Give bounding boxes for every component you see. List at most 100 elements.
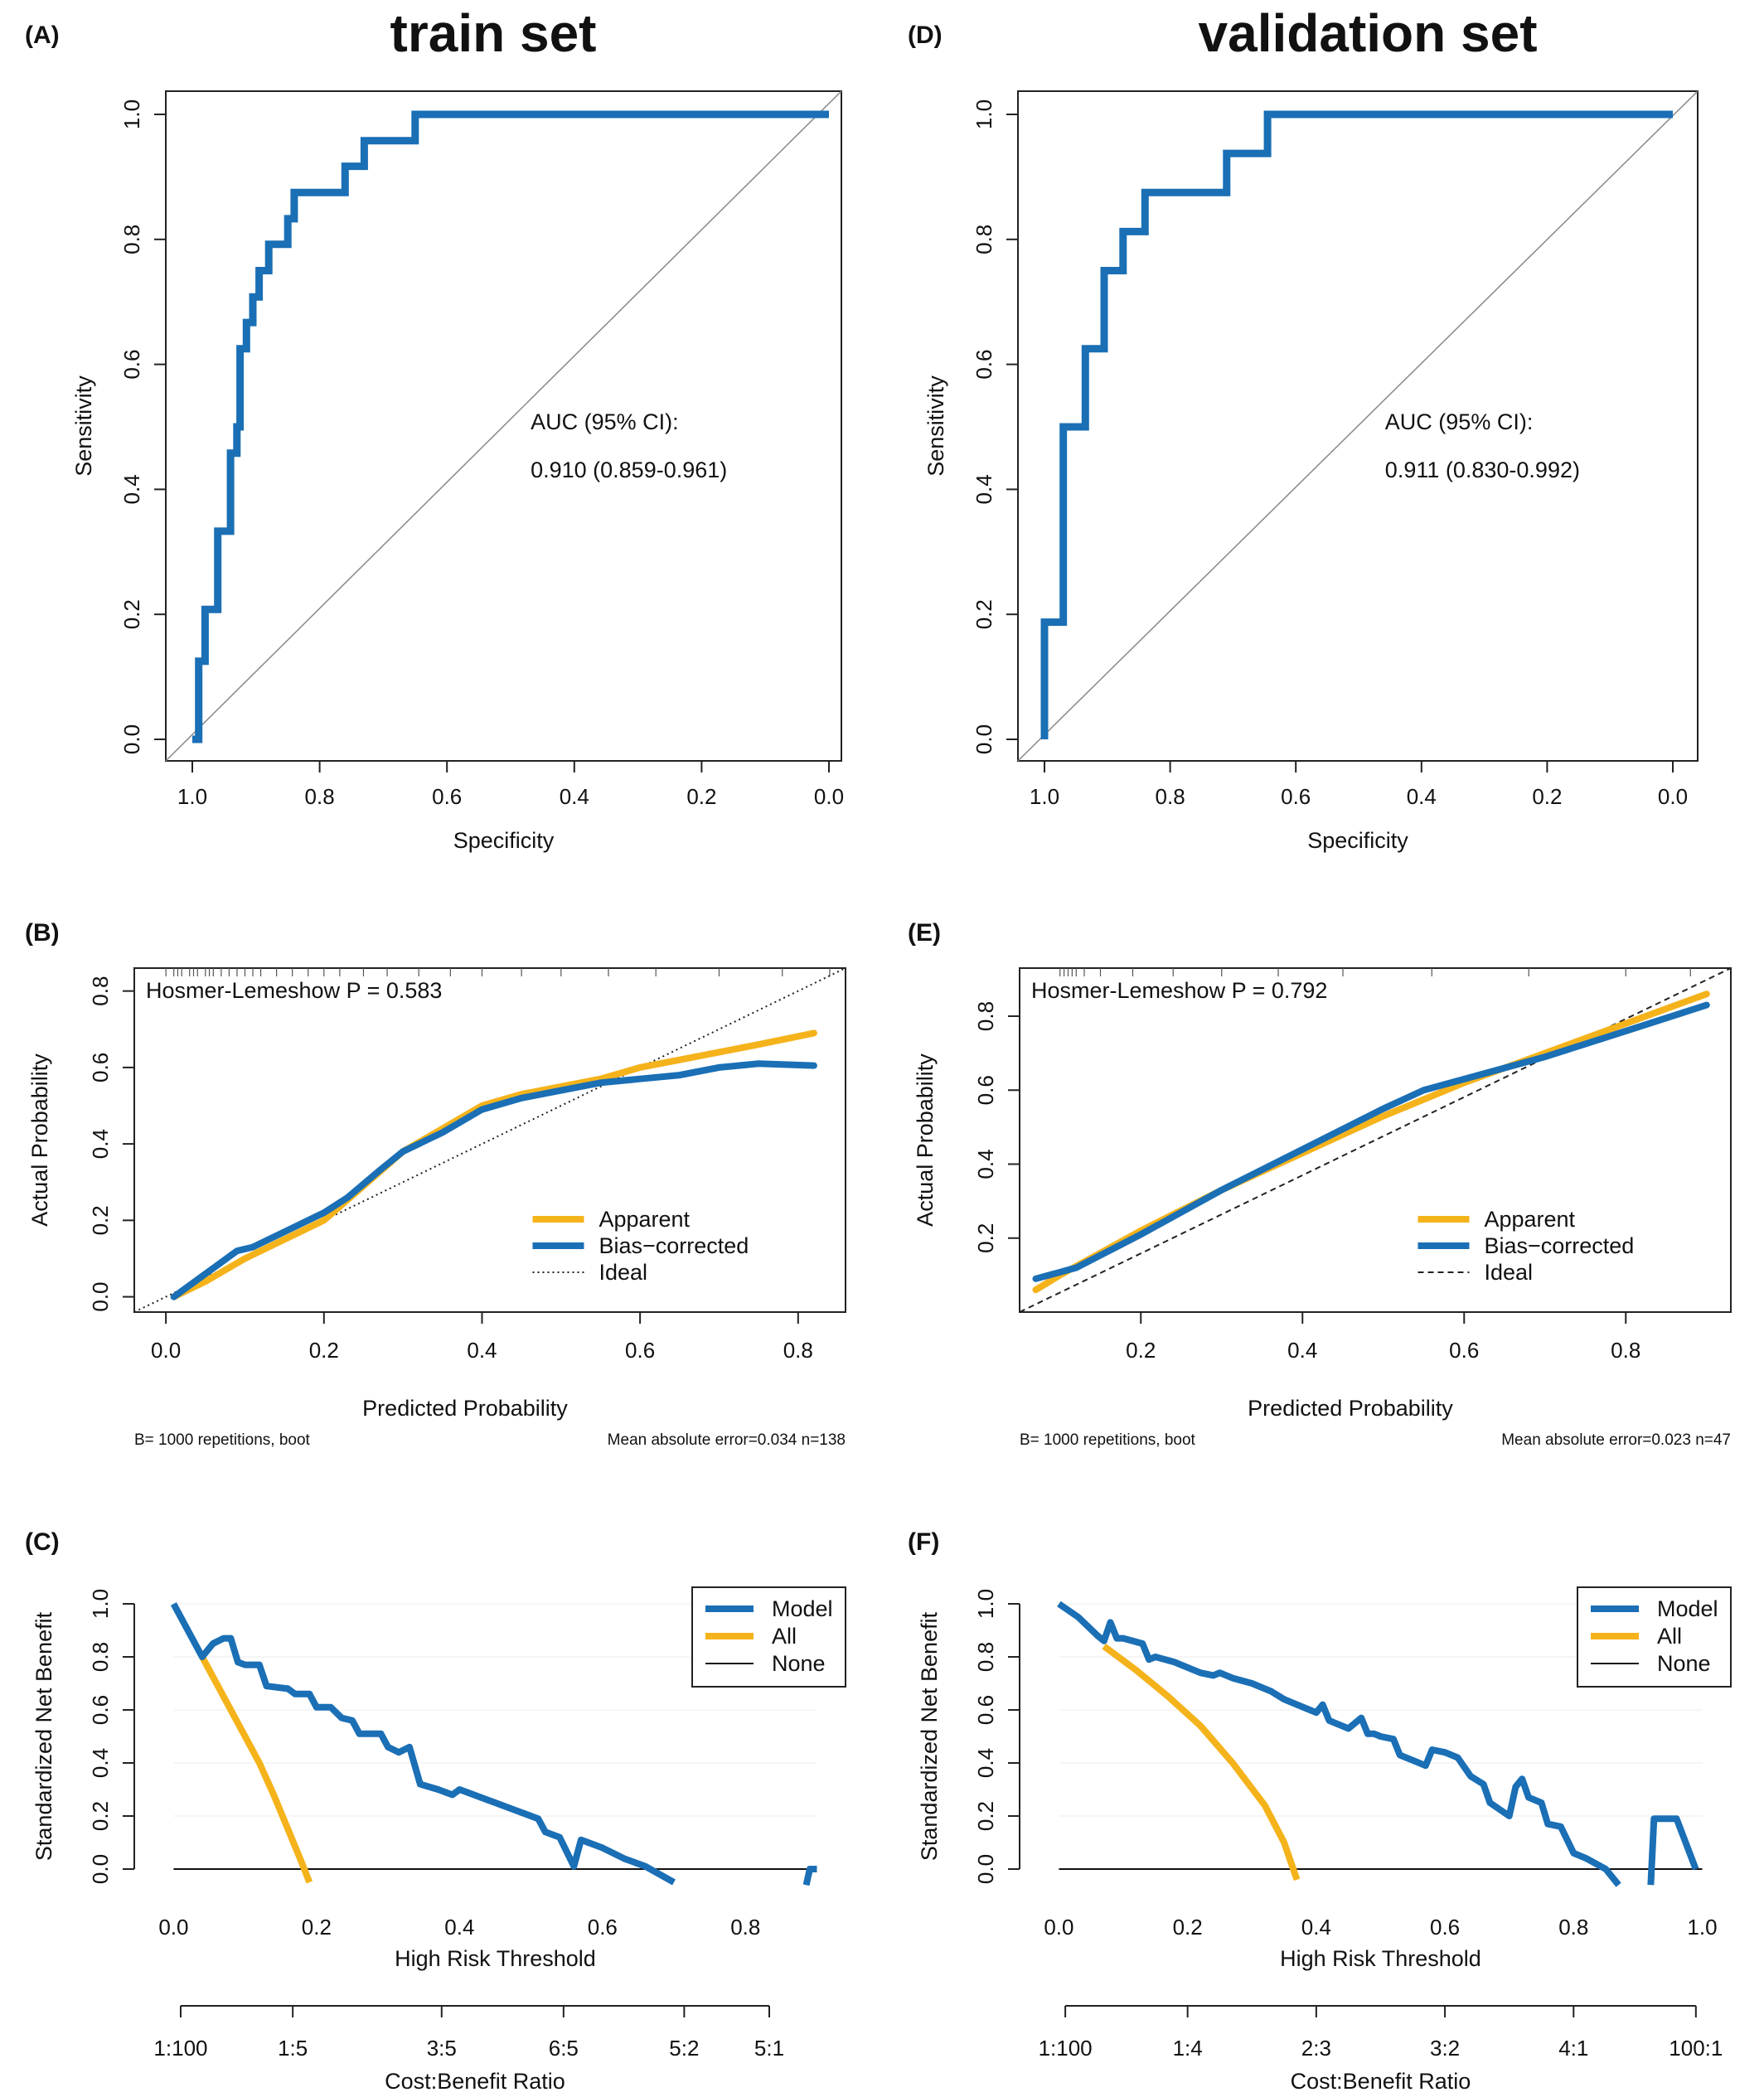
footnote-mean-error: Mean absolute error=0.034 n=138 [608, 1431, 846, 1449]
x-tick-label: 0.8 [783, 1338, 813, 1363]
roc-chart-validation: 1.0 0.8 0.6 0.4 0.2 0.0 0.0 0.2 0.4 0.6 0.8 1.0 Spec… [923, 90, 1699, 853]
y-tick-label: 0.0 [119, 724, 144, 754]
legend-label: Ideal [598, 1260, 647, 1285]
y-tick-label: 0.2 [972, 599, 996, 629]
cost-benefit-tick-label: 5:2 [669, 2036, 699, 2061]
y-tick-label: 0.6 [973, 1075, 998, 1105]
legend-box [691, 1586, 846, 1688]
x-tick-label: 0.8 [305, 784, 335, 809]
y-tick-label: 0.4 [88, 1129, 113, 1159]
y-tick-label: 0.6 [88, 1695, 113, 1725]
cost-benefit-tick-label: 1:100 [153, 2036, 207, 2061]
plot-frame [165, 90, 842, 762]
reference-diagonal [165, 90, 842, 762]
legend-label: Model [1657, 1596, 1718, 1621]
y-tick-label: 0.6 [119, 350, 144, 380]
legend-label: Bias−corrected [598, 1233, 749, 1258]
cost-benefit-tick-label: 1:4 [1173, 2036, 1203, 2061]
panel-letter-b: (B) [25, 919, 60, 947]
y-tick-label: 1.0 [88, 1589, 113, 1619]
y-axis-title: Sensitivity [923, 375, 948, 477]
model-curve [802, 1866, 817, 1886]
y-tick-label: 0.6 [973, 1695, 998, 1725]
x-tick-label: 0.4 [1407, 784, 1437, 809]
auc-value: 0.910 (0.859-0.961) [531, 458, 727, 482]
ideal-line [1019, 967, 1732, 1313]
y-tick-label: 0.4 [119, 474, 144, 504]
legend-label: All [1657, 1624, 1682, 1649]
y-axis-title: Actual Probability [913, 1053, 938, 1227]
x-axis-title: Specificity [453, 828, 555, 853]
y-tick-label: 0.8 [973, 1642, 998, 1672]
cost-benefit-tick-label: 1:5 [278, 2036, 308, 2061]
y-tick-label: 0.0 [88, 1281, 113, 1311]
legend-label: Apparent [1484, 1207, 1575, 1232]
y-tick-label: 0.6 [972, 350, 996, 380]
y-tick-label: 1.0 [119, 99, 144, 129]
panel-letter-e: (E) [908, 919, 941, 947]
y-tick-label: 0.4 [973, 1149, 998, 1179]
y-tick-label: 0.2 [88, 1205, 113, 1235]
reference-diagonal [1017, 90, 1699, 762]
x-axis-title: High Risk Threshold [1280, 1946, 1481, 1971]
x-tick-label: 0.8 [1558, 1915, 1588, 1940]
auc-label: AUC (95% CI): [1385, 409, 1534, 434]
x-tick-label: 0.6 [1449, 1338, 1479, 1363]
panel-letter-d: (D) [908, 22, 943, 49]
cost-benefit-tick-label: 6:5 [549, 2036, 579, 2061]
x-tick-label: 0.2 [309, 1338, 339, 1363]
auc-label: AUC (95% CI): [531, 409, 679, 434]
y-axis-title: Actual Probability [27, 1053, 52, 1227]
x-tick-label: 0.8 [1156, 784, 1185, 809]
apparent-curve [170, 1029, 817, 1300]
y-tick-label: 0.8 [88, 1642, 113, 1672]
title-train-set: train set [390, 3, 597, 63]
y-tick-label: 0.2 [973, 1801, 998, 1831]
x-tick-label: 0.2 [1126, 1338, 1156, 1363]
model-curve [1647, 1815, 1699, 1886]
y-tick-label: 0.0 [973, 1854, 998, 1884]
x-tick-label: 0.6 [1430, 1915, 1460, 1940]
y-tick-label: 0.8 [973, 1001, 998, 1031]
y-tick-label: 0.2 [119, 599, 144, 629]
hosmer-lemeshow-label: Hosmer-Lemeshow P = 0.792 [1031, 978, 1327, 1003]
x-tick-label: 0.8 [730, 1915, 760, 1940]
roc-chart-train: 1.0 0.8 0.6 0.4 0.2 0.0 0.0 0.2 0.4 0.6 0.8 1.0 Spec… [71, 90, 844, 853]
dca-chart-train: 0.0 0.2 0.4 0.6 0.8 1.0 0.0 0.2 0.4 0.6 0.8 High Ri… [32, 1586, 846, 2094]
y-tick-label: 0.0 [972, 724, 996, 754]
calibration-chart-train: 0.0 0.2 0.4 0.6 0.8 0.0 0.2 0.4 0.6 0.8 Predicted … [27, 967, 846, 1449]
x-tick-label: 1.0 [177, 784, 207, 809]
bias-corrected-curve [1032, 1001, 1710, 1282]
x-tick-label: 0.4 [467, 1338, 497, 1363]
dca-chart-validation: 0.0 0.2 0.4 0.6 0.8 1.0 0.0 0.2 0.4 0.6 0.8 1.0 High… [917, 1586, 1732, 2094]
x-tick-label: 0.0 [814, 784, 844, 809]
cost-benefit-tick-label: 3:5 [427, 2036, 457, 2061]
y-axis-title: Sensitivity [71, 375, 96, 477]
x-tick-label: 0.0 [158, 1915, 188, 1940]
y-tick-label: 0.4 [972, 474, 996, 504]
footnote-mean-error: Mean absolute error=0.023 n=47 [1501, 1431, 1731, 1449]
x-axis-title: Predicted Probability [362, 1396, 568, 1421]
legend-label: None [1657, 1651, 1711, 1676]
x-tick-label: 0.0 [1044, 1915, 1073, 1940]
roc-curve [1040, 110, 1673, 739]
cost-benefit-tick-label: 4:1 [1558, 2036, 1588, 2061]
x-tick-label: 0.4 [560, 784, 589, 809]
y-tick-label: 0.8 [972, 225, 996, 254]
x-tick-label: 1.0 [1030, 784, 1059, 809]
x-tick-label: 0.6 [625, 1338, 655, 1363]
cost-benefit-tick-label: 3:2 [1430, 2036, 1460, 2061]
footnote-repetitions: B= 1000 repetitions, boot [134, 1431, 311, 1449]
y-tick-label: 0.8 [119, 225, 144, 254]
legend-label: Model [772, 1596, 833, 1621]
footnote-repetitions: B= 1000 repetitions, boot [1020, 1431, 1196, 1449]
plot-frame [1019, 967, 1732, 1313]
plot-frame [1017, 90, 1699, 762]
bias-corrected-curve [170, 1060, 817, 1300]
legend-label: Bias−corrected [1484, 1233, 1634, 1258]
legend-label: All [772, 1624, 797, 1649]
x-axis-title: Specificity [1307, 828, 1408, 853]
y-tick-label: 0.8 [88, 976, 113, 1006]
y-tick-label: 0.6 [88, 1053, 113, 1082]
